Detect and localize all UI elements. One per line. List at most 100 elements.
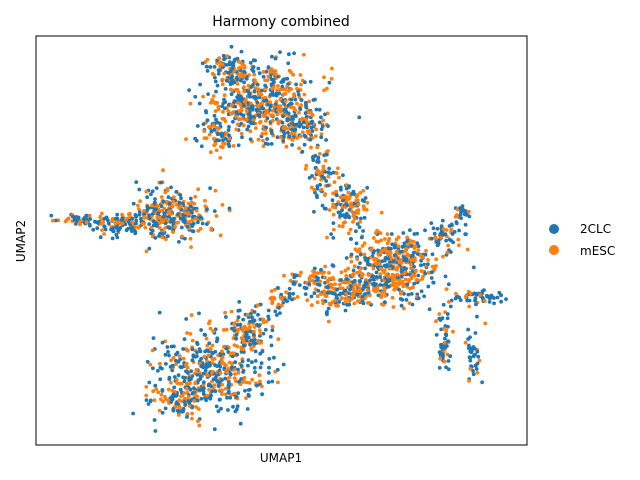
data-point-mesc (244, 109, 249, 114)
data-point-2clc (213, 79, 218, 84)
data-point-mesc (136, 203, 140, 208)
data-point-mesc (228, 87, 233, 92)
data-point-2clc (344, 211, 349, 216)
data-point-mesc (188, 101, 193, 106)
data-point-mesc (326, 174, 331, 179)
data-point-2clc (220, 104, 225, 109)
data-point-2clc (148, 398, 153, 403)
data-point-2clc (310, 119, 314, 124)
data-point-mesc (293, 108, 298, 112)
data-point-mesc (356, 211, 360, 215)
data-point-2clc (283, 297, 288, 302)
data-point-2clc (299, 98, 304, 102)
data-point-2clc (227, 125, 231, 129)
data-point-mesc (185, 365, 190, 370)
data-point-2clc (409, 254, 414, 259)
data-point-mesc (239, 131, 244, 136)
data-point-mesc (182, 391, 187, 396)
data-point-mesc (175, 381, 180, 385)
data-point-mesc (268, 100, 272, 104)
data-point-mesc (463, 295, 468, 299)
data-point-2clc (163, 406, 168, 411)
data-point-2clc (307, 176, 312, 180)
data-point-2clc (239, 363, 244, 368)
data-point-2clc (267, 371, 271, 375)
data-point-mesc (475, 370, 480, 375)
data-point-2clc (260, 392, 264, 397)
data-point-mesc (159, 392, 164, 397)
data-point-2clc (245, 330, 249, 335)
data-point-2clc (416, 296, 421, 301)
data-point-mesc (321, 118, 326, 123)
data-point-mesc (371, 266, 376, 271)
data-point-mesc (260, 131, 265, 136)
data-point-2clc (169, 185, 173, 190)
data-point-mesc (380, 302, 384, 307)
data-point-2clc (294, 114, 298, 119)
data-point-2clc (172, 385, 177, 390)
data-point-2clc (183, 220, 187, 225)
data-point-mesc (201, 94, 206, 99)
data-point-mesc (273, 287, 277, 292)
data-point-mesc (190, 338, 195, 343)
data-point-mesc (355, 257, 360, 262)
data-point-2clc (234, 333, 239, 337)
data-point-2clc (443, 332, 448, 337)
data-point-mesc (183, 396, 187, 401)
data-point-mesc (406, 242, 410, 247)
data-point-mesc (212, 136, 216, 141)
data-point-2clc (145, 359, 150, 364)
data-point-mesc (209, 100, 213, 105)
data-point-2clc (297, 124, 302, 129)
data-point-mesc (323, 158, 328, 163)
data-point-2clc (313, 97, 317, 102)
data-point-mesc (148, 362, 153, 367)
data-point-2clc (330, 291, 335, 296)
data-point-mesc (149, 225, 154, 230)
data-point-2clc (248, 137, 253, 142)
data-point-mesc (288, 105, 293, 110)
data-point-2clc (222, 97, 226, 102)
data-point-mesc (235, 318, 240, 323)
data-point-2clc (212, 65, 217, 69)
data-point-mesc (230, 361, 235, 366)
data-point-mesc (385, 232, 390, 237)
data-point-mesc (241, 337, 246, 342)
data-point-2clc (309, 294, 314, 299)
data-point-mesc (467, 379, 471, 383)
data-point-mesc (196, 407, 201, 411)
data-point-2clc (131, 411, 136, 416)
data-point-mesc (391, 280, 396, 284)
data-point-mesc (323, 275, 327, 280)
data-point-2clc (270, 131, 274, 136)
data-point-mesc (399, 291, 403, 296)
data-point-2clc (231, 63, 236, 68)
data-point-2clc (378, 275, 382, 280)
data-point-mesc (361, 204, 366, 209)
data-point-mesc (123, 217, 128, 222)
data-point-2clc (285, 117, 290, 121)
data-point-mesc (297, 273, 302, 278)
data-point-mesc (236, 101, 240, 105)
data-point-mesc (194, 216, 198, 221)
data-point-mesc (269, 70, 273, 74)
data-point-2clc (272, 355, 276, 360)
data-point-mesc (185, 331, 190, 335)
data-point-2clc (242, 343, 247, 348)
data-point-mesc (318, 292, 323, 296)
data-point-2clc (287, 294, 292, 299)
data-point-mesc (270, 108, 275, 113)
data-point-2clc (370, 282, 375, 286)
data-point-2clc (266, 380, 271, 385)
data-point-mesc (158, 361, 162, 366)
data-point-mesc (276, 84, 280, 88)
data-point-mesc (276, 337, 281, 342)
data-point-mesc (164, 237, 168, 242)
data-point-mesc (391, 305, 396, 309)
data-point-2clc (167, 377, 172, 381)
data-point-2clc (404, 257, 409, 261)
data-point-2clc (364, 281, 369, 286)
data-point-mesc (257, 373, 262, 378)
data-point-2clc (337, 292, 342, 297)
data-point-2clc (147, 380, 152, 385)
